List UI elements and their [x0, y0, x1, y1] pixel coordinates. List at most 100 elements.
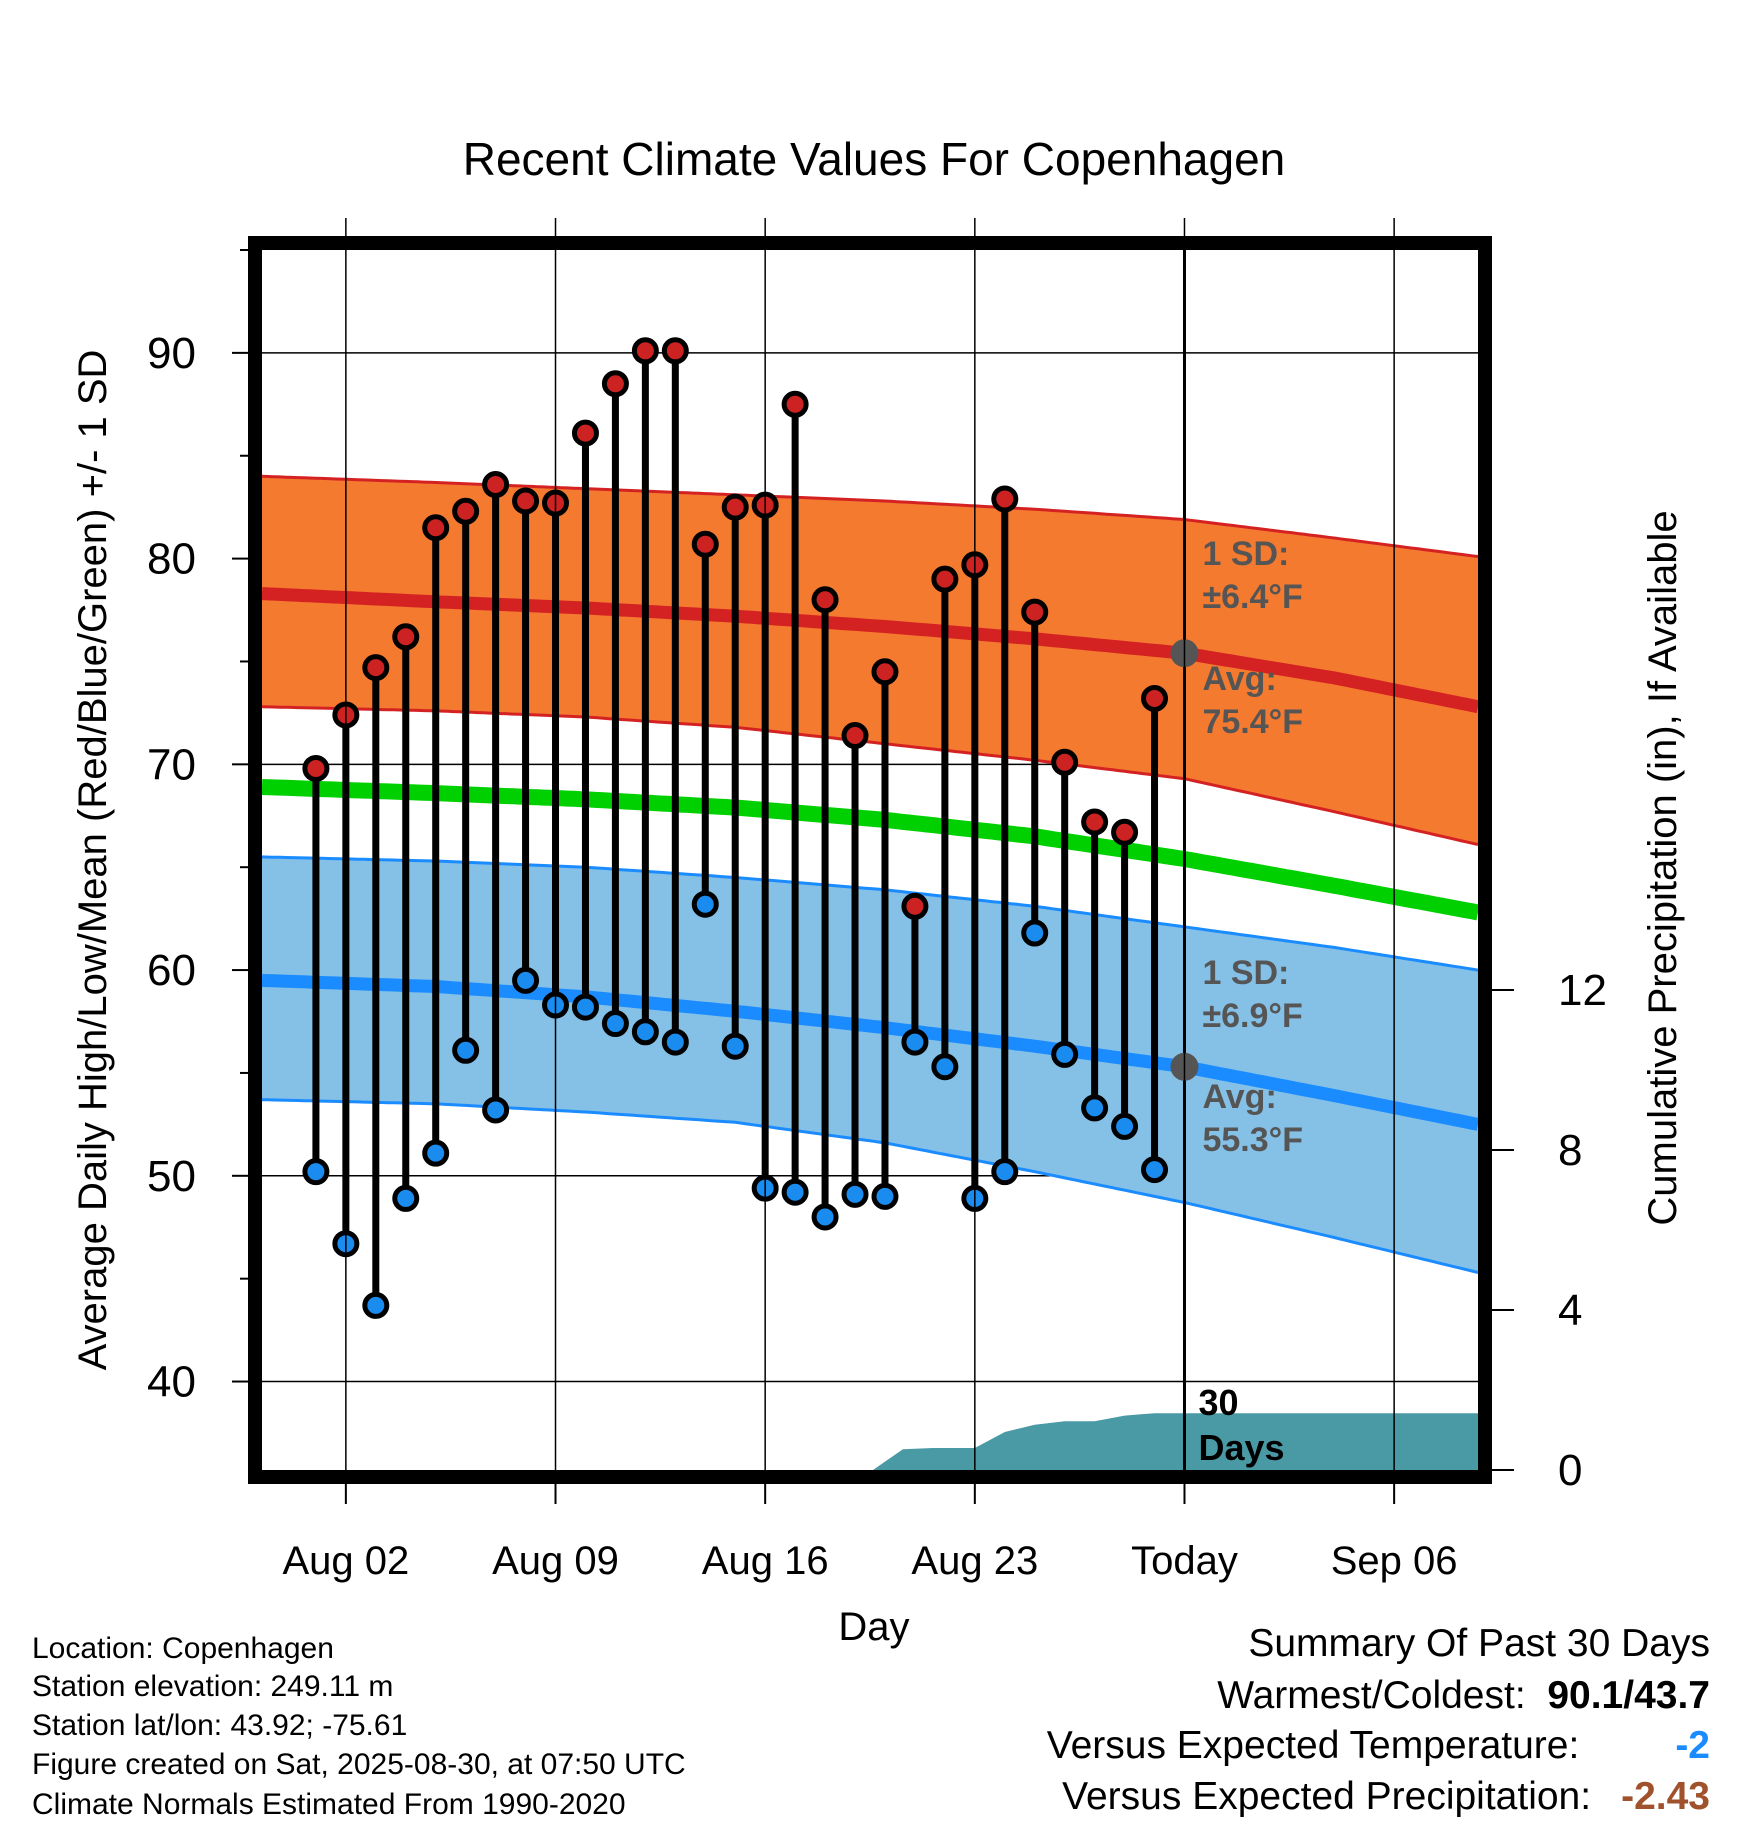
daily-low-point [811, 1203, 839, 1231]
low-sd-value: ±6.9°F [1202, 997, 1302, 1035]
footer-location: Location: Copenhagen [32, 1632, 334, 1665]
high-sd-band [262, 476, 1478, 845]
daily-low-point [571, 993, 599, 1021]
high-sd-value: ±6.4°F [1202, 578, 1302, 616]
x-tick-label: Aug 23 [911, 1539, 1038, 1583]
daily-high-point [422, 514, 450, 542]
summary-precip-value: -2.43 [1621, 1775, 1710, 1818]
daily-low-point [721, 1032, 749, 1060]
daily-high-point [721, 493, 749, 521]
summary-temp-value: -2 [1675, 1724, 1710, 1767]
high-sd-title: 1 SD: [1202, 535, 1289, 573]
daily-low-point [302, 1158, 330, 1186]
precipitation-area [262, 1413, 1478, 1470]
daily-low-point [631, 1018, 659, 1046]
daily-low-point [452, 1036, 480, 1064]
daily-high-point [1111, 818, 1139, 846]
y-tick-label: 70 [147, 740, 196, 789]
daily-low-point [422, 1139, 450, 1167]
daily-low-point [392, 1184, 420, 1212]
x-tick-label: Today [1131, 1539, 1238, 1583]
y2-tick-label: 12 [1558, 966, 1607, 1015]
daily-high-point [931, 565, 959, 593]
daily-low-point [901, 1028, 929, 1056]
x-tick-label: Aug 16 [702, 1539, 829, 1583]
daily-high-point [901, 892, 929, 920]
daily-low-point [512, 966, 540, 994]
low-avg-title: Avg: [1202, 1078, 1276, 1116]
y2-axis-label: Cumulative Precipitation (in), If Availa… [1641, 510, 1685, 1225]
y-tick-label: 80 [147, 535, 196, 584]
high-avg-value: 75.4°F [1202, 703, 1303, 741]
high-sd-upper-edge [262, 474, 1478, 558]
daily-high-point [871, 658, 899, 686]
y-tick-label: 40 [147, 1358, 196, 1407]
daily-high-point [362, 654, 390, 682]
daily-low-point [781, 1178, 809, 1206]
daily-high-point [512, 487, 540, 515]
daily-high-point [302, 754, 330, 782]
daily-high-point [691, 530, 719, 558]
low-avg-value: 55.3°F [1202, 1121, 1303, 1159]
daily-high-point [841, 722, 869, 750]
daily-high-point [482, 471, 510, 499]
x-tick-label: Aug 02 [282, 1539, 409, 1583]
daily-low-point [931, 1053, 959, 1081]
daily-high-point [661, 337, 689, 365]
daily-low-point [362, 1291, 390, 1319]
footer-normals: Climate Normals Estimated From 1990-2020 [32, 1788, 626, 1821]
plot-layer [262, 250, 1478, 1470]
daily-high-point [1081, 808, 1109, 836]
y-tick-label: 60 [147, 946, 196, 995]
daily-high-point [1141, 684, 1169, 712]
footer-created: Figure created on Sat, 2025-08-30, at 07… [32, 1748, 686, 1781]
daily-low-point [1141, 1156, 1169, 1184]
footer-latlon: Station lat/lon: 43.92; -75.61 [32, 1709, 408, 1742]
daily-low-point [1051, 1040, 1079, 1068]
daily-high-point [991, 485, 1019, 513]
x-axis-label: Day [838, 1605, 909, 1649]
days-word-label: Days [1198, 1427, 1284, 1468]
y2-tick-label: 8 [1558, 1126, 1582, 1175]
y-tick-label: 50 [147, 1152, 196, 1201]
daily-low-point [482, 1096, 510, 1124]
low-sd-title: 1 SD: [1202, 954, 1289, 992]
daily-low-point [691, 890, 719, 918]
daily-low-point [601, 1010, 629, 1038]
daily-high-point [452, 497, 480, 525]
daily-low-point [1081, 1094, 1109, 1122]
daily-low-point [1111, 1112, 1139, 1140]
daily-low-point [661, 1028, 689, 1056]
low-sd-lower-edge [262, 1098, 1478, 1274]
daily-high-point [1051, 748, 1079, 776]
y-axis-label: Average Daily High/Low/Mean (Red/Blue/Gr… [71, 350, 115, 1371]
summary-warm-cold: Warmest/Coldest: 90.1/43.7 [1217, 1674, 1710, 1718]
summary-precip-label: Versus Expected Precipitation: [1062, 1775, 1592, 1818]
x-tick-label: Aug 09 [492, 1539, 619, 1583]
daily-low-point [841, 1180, 869, 1208]
daily-low-point [1021, 919, 1049, 947]
plot-frame [248, 236, 1492, 1484]
summary-warm-cold-value: 90.1/43.7 [1547, 1674, 1710, 1717]
y-tick-label: 90 [147, 329, 196, 378]
days-count-label: 30 [1198, 1382, 1238, 1423]
daily-low-point [991, 1158, 1019, 1186]
summary-title: Summary Of Past 30 Days [1248, 1622, 1710, 1665]
high-avg-title: Avg: [1202, 660, 1276, 698]
daily-high-point [1021, 598, 1049, 626]
daily-high-point [811, 586, 839, 614]
summary-precipitation: Versus Expected Precipitation: -2.43 [1062, 1775, 1710, 1819]
y2-tick-label: 0 [1558, 1446, 1582, 1495]
daily-high-point [631, 337, 659, 365]
chart-title: Recent Climate Values For Copenhagen [463, 133, 1286, 185]
footer-elevation: Station elevation: 249.11 m [32, 1670, 394, 1703]
y2-tick-label: 4 [1558, 1286, 1582, 1335]
daily-high-point [392, 623, 420, 651]
x-tick-label: Sep 06 [1331, 1539, 1458, 1583]
daily-high-point [781, 390, 809, 418]
low-sd-band [262, 856, 1478, 1273]
summary-temp-label: Versus Expected Temperature: [1046, 1724, 1580, 1767]
daily-high-point [571, 419, 599, 447]
daily-high-point [601, 370, 629, 398]
